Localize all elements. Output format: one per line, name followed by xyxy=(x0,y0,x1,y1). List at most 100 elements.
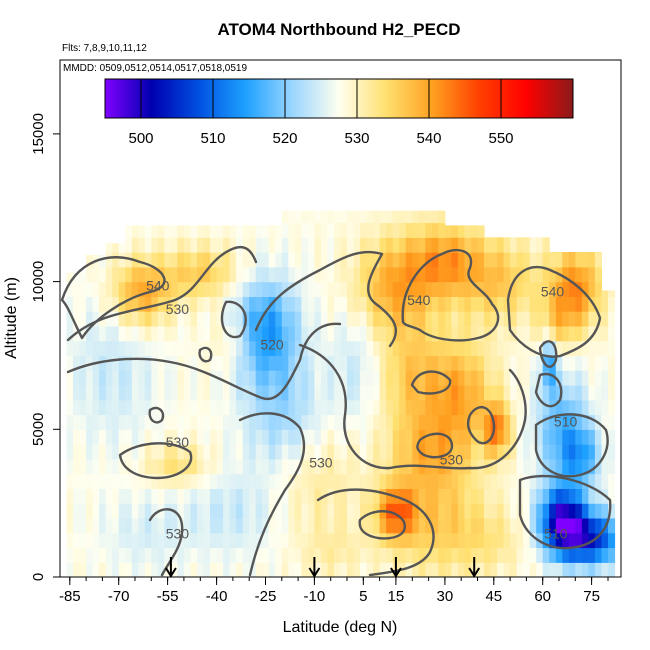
field-cell xyxy=(294,399,302,416)
field-cell xyxy=(510,414,518,430)
field-cell xyxy=(79,458,87,475)
field-cell xyxy=(601,355,609,371)
field-cell xyxy=(562,444,570,460)
field-cell xyxy=(301,355,309,371)
field-cell xyxy=(529,296,537,312)
field-cell xyxy=(327,296,335,312)
field-cell xyxy=(516,517,524,534)
field-cell xyxy=(203,237,211,253)
colorbar-tick-label: 550 xyxy=(488,130,513,147)
field-cell xyxy=(503,237,511,253)
field-cell xyxy=(386,458,394,475)
field-cell xyxy=(125,225,133,238)
field-cell xyxy=(444,225,452,238)
field-cell xyxy=(379,562,387,577)
field-cell xyxy=(255,311,263,327)
field-cell xyxy=(594,562,602,577)
field-cell xyxy=(73,296,81,312)
field-cell xyxy=(112,517,120,534)
field-cell xyxy=(236,399,244,416)
field-cell xyxy=(314,547,322,563)
field-cell xyxy=(151,503,159,519)
field-cell xyxy=(294,311,302,327)
field-cell xyxy=(223,429,231,445)
field-cell xyxy=(431,252,439,268)
field-cell xyxy=(581,281,589,297)
field-cell xyxy=(608,311,616,327)
field-cell xyxy=(281,296,289,312)
field-cell xyxy=(464,532,472,549)
field-cell xyxy=(601,458,609,475)
field-cell xyxy=(183,311,191,327)
field-cell xyxy=(144,311,152,327)
field-cell xyxy=(190,488,198,504)
field-cell xyxy=(334,355,342,371)
field-cell xyxy=(347,296,355,312)
field-cell xyxy=(353,547,361,563)
field-cell xyxy=(431,473,439,489)
field-cell xyxy=(542,296,550,312)
field-cell xyxy=(190,547,198,563)
field-cell xyxy=(594,444,602,460)
field-cell xyxy=(138,325,146,342)
field-cell xyxy=(183,488,191,504)
field-cell xyxy=(268,532,276,549)
field-cell xyxy=(373,222,381,238)
field-cell xyxy=(477,488,485,504)
field-cell xyxy=(516,399,524,416)
field-cell xyxy=(516,385,524,401)
field-cell xyxy=(294,237,302,253)
field-cell xyxy=(438,237,446,253)
field-cell xyxy=(588,473,596,489)
field-cell xyxy=(340,281,348,297)
field-cell xyxy=(373,444,381,460)
field-cell xyxy=(216,237,224,253)
field-cell xyxy=(484,517,492,534)
field-cell xyxy=(581,385,589,401)
field-cell xyxy=(510,562,518,577)
field-cell xyxy=(320,296,328,312)
field-cell xyxy=(320,532,328,549)
field-cell xyxy=(412,429,420,445)
field-cell xyxy=(105,444,113,460)
colorbar-gradient xyxy=(104,78,574,119)
field-cell xyxy=(484,399,492,416)
field-cell xyxy=(99,281,107,297)
field-cell xyxy=(255,503,263,519)
contour-line xyxy=(238,412,306,577)
field-cell xyxy=(347,385,355,401)
field-cell xyxy=(608,473,616,489)
field-cell xyxy=(471,355,479,371)
field-cell xyxy=(405,281,413,297)
field-cell xyxy=(327,488,335,504)
field-cell xyxy=(523,252,531,268)
field-cell xyxy=(594,532,602,549)
field-cell xyxy=(542,473,550,489)
field-cell xyxy=(216,340,224,357)
field-cell xyxy=(327,252,335,268)
field-cell xyxy=(125,355,133,371)
field-cell xyxy=(138,266,146,283)
field-cell xyxy=(366,399,374,416)
field-cell xyxy=(197,503,205,519)
field-cell xyxy=(523,325,531,342)
field-cell xyxy=(170,414,178,430)
field-cell xyxy=(399,385,407,401)
field-cell xyxy=(79,340,87,357)
field-cell xyxy=(79,355,87,371)
field-cell xyxy=(183,414,191,430)
field-cell xyxy=(464,399,472,416)
field-cell xyxy=(262,503,270,519)
field-cell xyxy=(555,325,563,342)
field-cell xyxy=(301,281,309,297)
field-cell xyxy=(157,473,165,489)
field-cell xyxy=(190,225,198,238)
field-cell xyxy=(157,532,165,549)
field-cell xyxy=(594,473,602,489)
field-cell xyxy=(594,266,602,283)
field-cell xyxy=(568,517,576,534)
field-cell xyxy=(66,370,74,386)
field-cell xyxy=(484,503,492,519)
field-cell xyxy=(477,473,485,489)
field-cell xyxy=(529,266,537,283)
